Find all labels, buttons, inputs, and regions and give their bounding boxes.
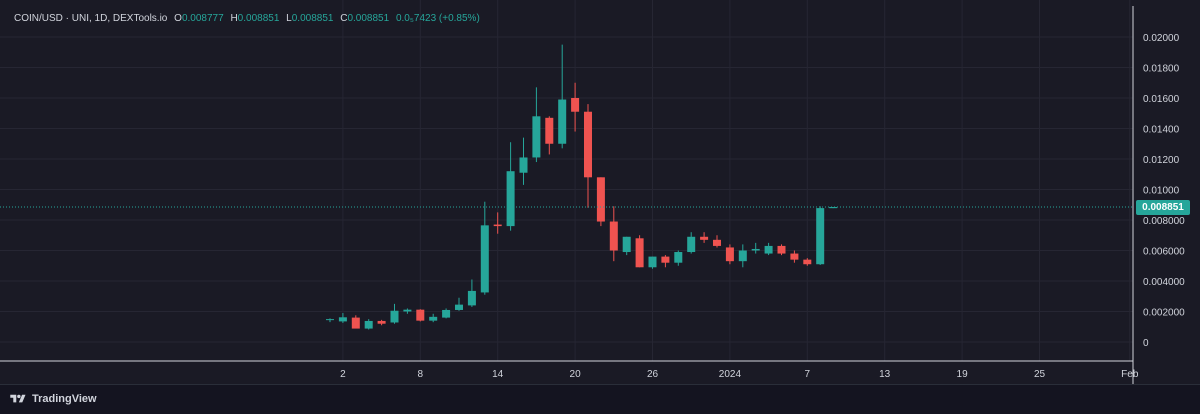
x-tick-label: 25 bbox=[1034, 369, 1046, 380]
candle-body bbox=[506, 171, 515, 227]
x-tick-label: 26 bbox=[647, 369, 659, 380]
candle-body bbox=[429, 316, 438, 321]
candle-body bbox=[764, 245, 773, 254]
legend-open-value: 0.008777 bbox=[181, 13, 224, 24]
candle-body bbox=[351, 317, 360, 329]
y-tick-label: 0.02000 bbox=[1143, 33, 1180, 44]
candle-body bbox=[545, 117, 554, 144]
candle-body bbox=[687, 236, 696, 253]
candle-body bbox=[777, 245, 786, 254]
candle-body bbox=[661, 256, 670, 263]
x-tick-label: 13 bbox=[879, 369, 891, 380]
candle-body bbox=[829, 207, 838, 209]
candle-body bbox=[377, 320, 386, 324]
candle-body bbox=[467, 290, 476, 306]
y-tick-label: 0.01000 bbox=[1143, 186, 1180, 197]
y-tick-label: 0.002000 bbox=[1143, 308, 1185, 319]
x-tick-label: 2 bbox=[340, 369, 346, 380]
candle-body bbox=[751, 248, 760, 251]
candle-body bbox=[558, 99, 567, 144]
candle-body bbox=[803, 259, 812, 265]
x-tick-label: 8 bbox=[418, 369, 424, 380]
y-tick-label: 0.006000 bbox=[1143, 247, 1185, 258]
y-tick-label: 0.004000 bbox=[1143, 277, 1185, 288]
brand-name: TradingView bbox=[32, 393, 97, 405]
x-tick-label: 14 bbox=[492, 369, 504, 380]
legend-high-value: 0.008851 bbox=[237, 13, 280, 24]
candle-body bbox=[403, 309, 412, 312]
x-tick-label: 19 bbox=[957, 369, 969, 380]
candle-body bbox=[364, 320, 373, 329]
y-tick-label: 0.01200 bbox=[1143, 155, 1180, 166]
y-tick-label: 0.01800 bbox=[1143, 64, 1180, 75]
candle-body bbox=[725, 247, 734, 262]
legend-symbol: COIN/USD · UNI, 1D, DEXTools.io bbox=[14, 13, 168, 24]
candle-body bbox=[338, 317, 347, 322]
candle-body bbox=[738, 250, 747, 262]
x-tick-label: 7 bbox=[805, 369, 811, 380]
x-tick-label: 2024 bbox=[719, 369, 742, 380]
candle-body bbox=[674, 252, 683, 263]
candle-body bbox=[700, 236, 709, 240]
current-price-label: 0.008851 bbox=[1136, 199, 1190, 215]
candle-body bbox=[584, 111, 592, 178]
candle-body bbox=[622, 236, 631, 253]
candlestick-series bbox=[0, 44, 1133, 330]
y-tick-label: 0.01400 bbox=[1143, 125, 1180, 136]
candle-body bbox=[609, 221, 618, 251]
candle-body bbox=[326, 319, 334, 321]
candle-body bbox=[648, 256, 657, 268]
tradingview-logo[interactable]: TradingView bbox=[8, 393, 97, 405]
candle-body bbox=[816, 208, 825, 265]
candle-body bbox=[571, 98, 580, 112]
candle-body bbox=[480, 225, 489, 293]
candle-body bbox=[416, 309, 425, 321]
candle-body bbox=[790, 253, 799, 260]
price-chart[interactable]: 0.02000 0.01800 0.01600 0.01400 0.01200 0.010… bbox=[0, 0, 1200, 384]
candle-body bbox=[493, 224, 502, 227]
tradingview-logo-icon bbox=[10, 394, 26, 403]
chart-grid bbox=[0, 0, 1133, 361]
legend-change: 0.0₅7423 (+0.85%) bbox=[395, 13, 480, 24]
x-tick-label: 20 bbox=[570, 369, 582, 380]
candle-body bbox=[596, 177, 605, 222]
candle-body bbox=[455, 304, 463, 310]
legend-high-label: H bbox=[230, 13, 238, 24]
y-tick-label: 0.008000 bbox=[1143, 216, 1185, 227]
legend-low-value: 0.008851 bbox=[291, 13, 334, 24]
candle-body bbox=[390, 310, 399, 323]
x-tick-label: Feb bbox=[1121, 369, 1139, 380]
y-tick-label: 0.01600 bbox=[1143, 94, 1180, 105]
candle-body bbox=[713, 239, 721, 246]
chart-legend: COIN/USD · UNI, 1D, DEXTools.io O0.00877… bbox=[14, 13, 480, 24]
legend-close-label: C bbox=[340, 13, 348, 24]
chart-axes: 0.02000 0.01800 0.01600 0.01400 0.01200 0.010… bbox=[0, 6, 1185, 384]
legend-open-label: O bbox=[174, 13, 182, 24]
legend-close-value: 0.008851 bbox=[347, 13, 390, 24]
candle-body bbox=[442, 309, 451, 318]
footer-bar: TradingView bbox=[0, 384, 1200, 414]
y-tick-label: 0 bbox=[1143, 338, 1149, 349]
candle-body bbox=[635, 238, 644, 268]
legend-low-label: L bbox=[286, 13, 292, 24]
candle-body bbox=[532, 116, 541, 158]
candle-body bbox=[519, 157, 528, 173]
